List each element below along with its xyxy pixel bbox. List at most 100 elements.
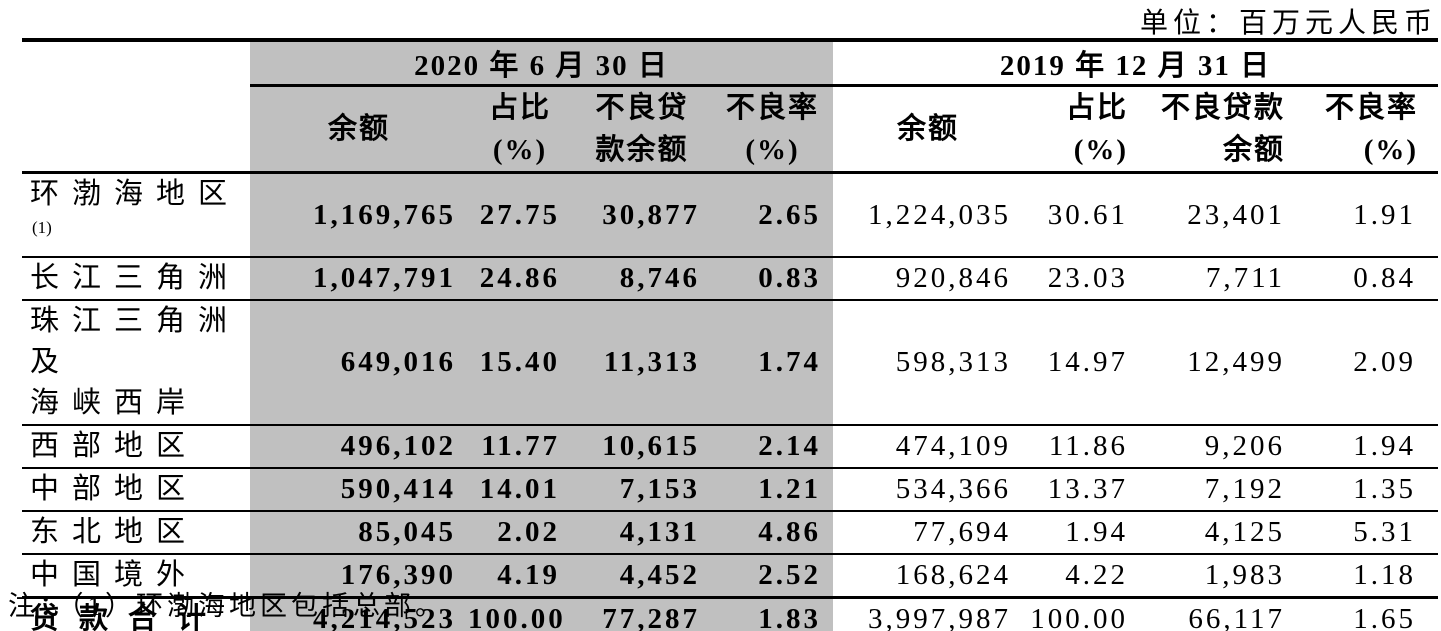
cell-npl-balance-2020: 30,877 (572, 172, 712, 258)
cell-npl-ratio-2020: 2.65 (712, 172, 834, 258)
cell-npl-ratio-2020: 2.14 (712, 425, 834, 469)
cell-share-2019: 14.97 (1023, 300, 1141, 426)
cell-balance-2020: 496,102 (250, 425, 468, 469)
cell-share-2019: 100.00 (1023, 597, 1141, 631)
cell-share-2020: 27.75 (468, 172, 572, 258)
cell-balance-2019: 3,997,987 (833, 597, 1024, 631)
region-label: 中国境外 (22, 554, 250, 599)
cell-balance-2020: 4,214,523 (250, 597, 468, 631)
cell-npl-ratio-2019: 2.09 (1297, 300, 1439, 426)
cell-npl-balance-2020: 8,746 (572, 257, 712, 301)
cell-share-2019: 4.22 (1023, 554, 1141, 599)
header-line-1: 不良率 (726, 92, 820, 124)
cell-npl-ratio-2020: 1.21 (712, 468, 834, 512)
group-header-2020: 2020 年 6 月 30 日 (250, 38, 834, 87)
col-header-npl-balance-2020: 不良贷 款余额 (572, 85, 712, 174)
cell-npl-balance-2019: 23,401 (1140, 172, 1298, 258)
cell-npl-ratio-2020: 0.83 (712, 257, 834, 301)
col-header-balance-2019: 余额 (833, 85, 1024, 174)
cell-share-2020: 14.01 (468, 468, 572, 512)
col-header-npl-ratio-2019: 不良率 (%) (1297, 85, 1439, 174)
column-header-row: 余额 占比 (%) 不良贷 款余额 不良率 (%) 余额 占比 (%) (22, 85, 1439, 174)
cell-share-2020: 15.40 (468, 300, 572, 426)
region-label: 中部地区 (22, 468, 250, 512)
table-row-bohai-rim: 环渤海地区(1) 1,169,765 27.75 30,877 2.65 1,2… (22, 172, 1439, 258)
col-header-balance-2020: 余额 (250, 85, 468, 174)
region-label: 西部地区 (22, 425, 250, 469)
header-line-1: 不良率 (1325, 92, 1419, 124)
cell-npl-ratio-2020: 4.86 (712, 511, 834, 555)
header-line-1: 不良贷 (595, 92, 689, 124)
cell-npl-ratio-2019: 0.84 (1297, 257, 1439, 301)
region-label: 东北地区 (22, 511, 250, 555)
cell-balance-2019: 168,624 (833, 554, 1024, 599)
cell-share-2020: 11.77 (468, 425, 572, 469)
cell-balance-2019: 598,313 (833, 300, 1024, 426)
region-label: 长江三角洲 (22, 257, 250, 301)
table-row-outside-mainland-china: 中国境外 176,390 4.19 4,452 2.52 168,624 4.2… (22, 554, 1439, 599)
unit-label: 单位：百万元人民币 (1139, 8, 1437, 39)
cell-balance-2020: 1,169,765 (250, 172, 468, 258)
cell-balance-2019: 920,846 (833, 257, 1024, 301)
header-line-1: 不良贷款 (1161, 92, 1286, 124)
cell-balance-2020: 590,414 (250, 468, 468, 512)
cell-share-2020: 2.02 (468, 511, 572, 555)
header-line: 余额 (897, 113, 960, 145)
cell-share-2020: 4.19 (468, 554, 572, 599)
header-line-2: (%) (1363, 134, 1419, 166)
group-header-spacer (22, 38, 250, 86)
cell-npl-balance-2020: 77,287 (572, 597, 712, 631)
header-line-2: (%) (1073, 134, 1129, 166)
cell-share-2019: 30.61 (1023, 172, 1141, 258)
col-header-share-2020: 占比 (%) (468, 85, 572, 174)
region-label: 环渤海地区(1) (22, 172, 250, 258)
cell-balance-2019: 1,224,035 (833, 172, 1024, 258)
group-header-row: 2020 年 6 月 30 日 2019 年 12 月 31 日 (22, 38, 1439, 87)
cell-npl-ratio-2020: 1.74 (712, 300, 834, 426)
table-row-yangtze-delta: 长江三角洲 1,047,791 24.86 8,746 0.83 920,846… (22, 257, 1439, 301)
col-header-share-2019: 占比 (%) (1023, 85, 1141, 174)
table-row-northeastern-region: 东北地区 85,045 2.02 4,131 4.86 77,694 1.94 … (22, 511, 1439, 555)
footnote-ref-superscript: (1) (32, 218, 52, 238)
cell-share-2020: 100.00 (468, 597, 572, 631)
col-header-npl-balance-2019: 不良贷款 余额 (1140, 85, 1298, 174)
cell-npl-ratio-2020: 2.52 (712, 554, 834, 599)
cell-share-2020: 24.86 (468, 257, 572, 301)
header-line-1: 占比 (1066, 92, 1129, 124)
cell-balance-2020: 649,016 (250, 300, 468, 426)
table-row-total-loans: 贷款合计 4,214,523 100.00 77,287 1.83 3,997,… (22, 597, 1439, 631)
header-line-2: 款余额 (595, 134, 689, 166)
loans-by-region-table: 2020 年 6 月 30 日 2019 年 12 月 31 日 余额 占比 (… (22, 38, 1439, 631)
header-line: 余额 (327, 113, 390, 145)
cell-npl-ratio-2019: 1.65 (1297, 597, 1439, 631)
cell-npl-balance-2019: 1,983 (1140, 554, 1298, 599)
footnote: 注：（1）环渤海地区包括总部。 (8, 591, 446, 621)
cell-balance-2020: 85,045 (250, 511, 468, 555)
cell-npl-balance-2020: 10,615 (572, 425, 712, 469)
region-label: 珠江三角洲及 海峡西岸 (22, 300, 250, 426)
cell-balance-2020: 1,047,791 (250, 257, 468, 301)
table-row-western-region: 西部地区 496,102 11.77 10,615 2.14 474,109 1… (22, 425, 1439, 469)
cell-npl-balance-2020: 11,313 (572, 300, 712, 426)
cell-share-2019: 11.86 (1023, 425, 1141, 469)
cell-npl-ratio-2020: 1.83 (712, 597, 834, 631)
cell-npl-ratio-2019: 5.31 (1297, 511, 1439, 555)
cell-npl-balance-2019: 7,711 (1140, 257, 1298, 301)
cell-npl-ratio-2019: 1.91 (1297, 172, 1439, 258)
cell-npl-balance-2019: 66,117 (1140, 597, 1298, 631)
total-label: 贷款合计 (22, 597, 250, 631)
cell-npl-balance-2020: 4,452 (572, 554, 712, 599)
cell-npl-ratio-2019: 1.18 (1297, 554, 1439, 599)
header-line-2: (%) (745, 134, 800, 166)
col-header-npl-ratio-2020: 不良率 (%) (712, 85, 834, 174)
table-row-central-region: 中部地区 590,414 14.01 7,153 1.21 534,366 13… (22, 468, 1439, 512)
cell-share-2019: 23.03 (1023, 257, 1141, 301)
cell-npl-ratio-2019: 1.94 (1297, 425, 1439, 469)
cell-share-2019: 13.37 (1023, 468, 1141, 512)
cell-npl-balance-2019: 12,499 (1140, 300, 1298, 426)
cell-balance-2019: 534,366 (833, 468, 1024, 512)
cell-share-2019: 1.94 (1023, 511, 1141, 555)
cell-balance-2020: 176,390 (250, 554, 468, 599)
group-header-2019: 2019 年 12 月 31 日 (833, 38, 1439, 87)
